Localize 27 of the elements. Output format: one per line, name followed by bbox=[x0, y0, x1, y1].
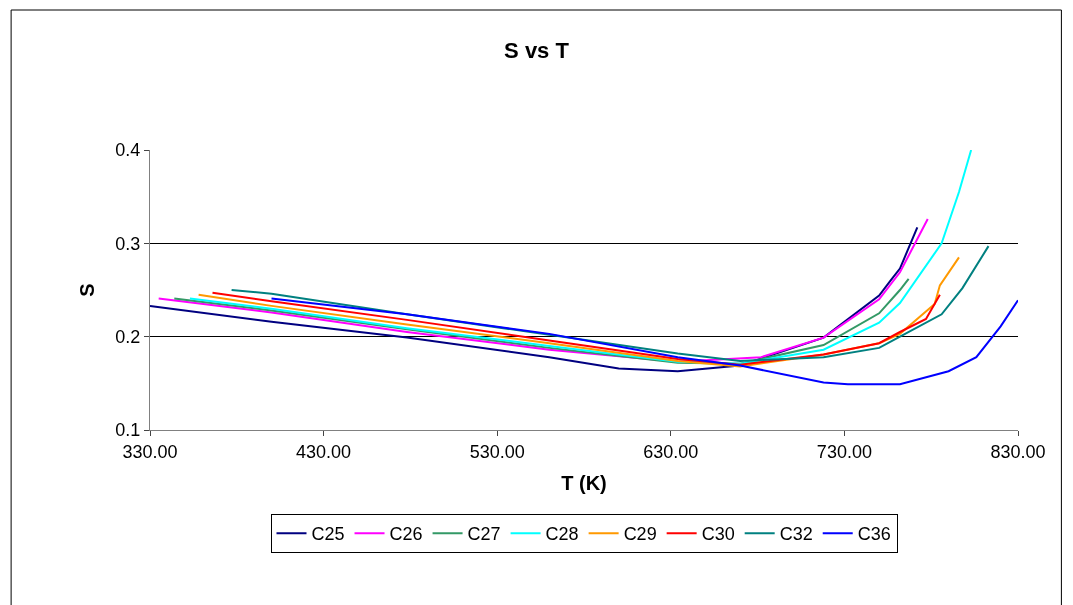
line-series bbox=[270, 297, 1018, 386]
y-tick-label: 0.1 bbox=[115, 420, 141, 441]
legend-label: C29 bbox=[623, 524, 657, 545]
legend-label: C26 bbox=[389, 524, 423, 545]
x-tick-label: 330.00 bbox=[122, 441, 178, 462]
line-series bbox=[211, 291, 941, 366]
legend-label: C36 bbox=[857, 524, 891, 545]
chart-title: S vs T bbox=[504, 37, 570, 63]
x-axis-title: T (K) bbox=[561, 472, 607, 495]
x-tick-label: 830.00 bbox=[990, 441, 1046, 462]
y-tick-label: 0.2 bbox=[115, 326, 141, 347]
line-series bbox=[173, 277, 910, 365]
y-tick-label: 0.3 bbox=[115, 233, 141, 254]
x-tick-label: 530.00 bbox=[469, 441, 525, 462]
x-tick-label: 730.00 bbox=[816, 441, 872, 462]
x-tick-label: 430.00 bbox=[296, 441, 352, 462]
x-tick-label: 630.00 bbox=[643, 441, 699, 462]
legend-label: C28 bbox=[545, 524, 579, 545]
y-tick-label: 0.4 bbox=[115, 140, 141, 161]
line-series bbox=[197, 256, 960, 368]
legend-label: C32 bbox=[779, 524, 813, 545]
line-series bbox=[230, 245, 990, 362]
legend-label: C30 bbox=[701, 524, 735, 545]
y-axis-title: S bbox=[75, 283, 98, 297]
legend-label: C25 bbox=[311, 524, 345, 545]
line-series bbox=[188, 150, 973, 365]
legend-label: C27 bbox=[467, 524, 501, 545]
